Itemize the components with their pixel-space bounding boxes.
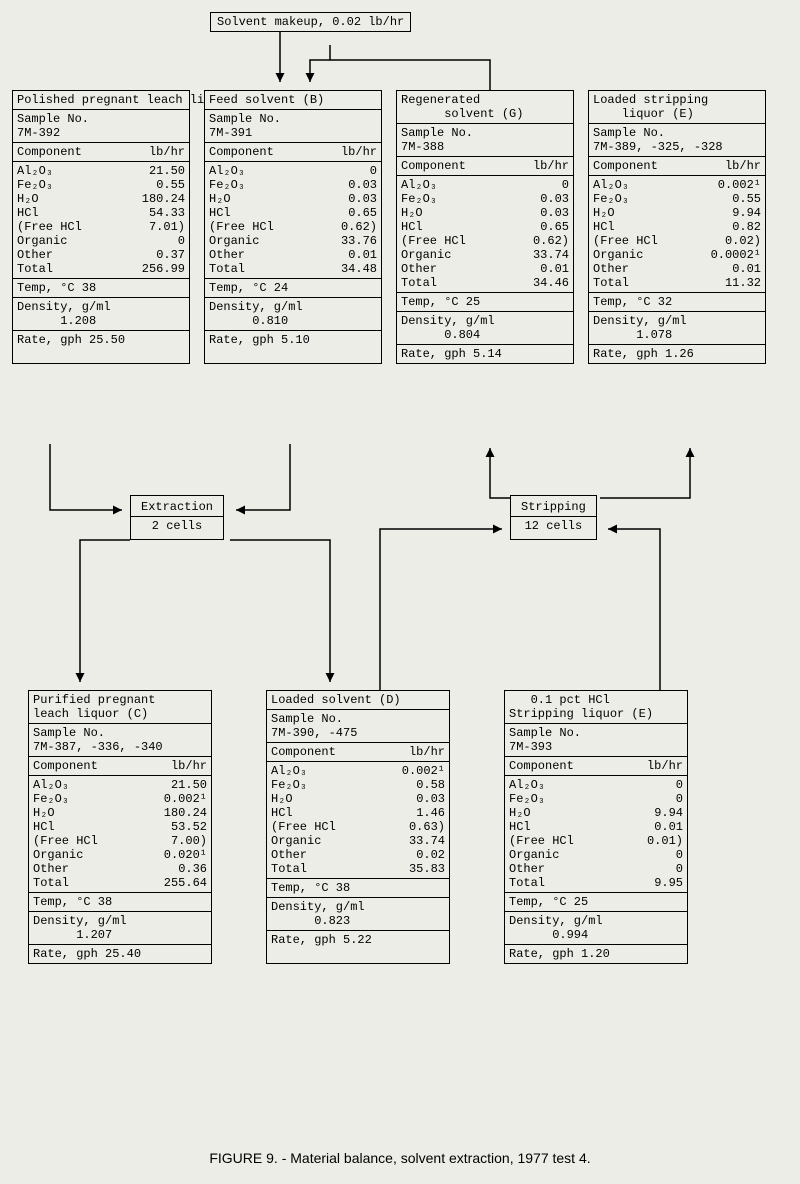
component-table: Componentlb/hrAl₂O₃0Fe₂O₃0.03H₂O0.03HCl0… (205, 143, 381, 279)
box-c: Purified pregnant leach liquor (C)Sample… (28, 690, 212, 964)
rate: Rate, gph 5.22 (267, 931, 449, 949)
temp: Temp, °C 38 (13, 279, 189, 298)
sample-no: Sample No. 7M-388 (397, 124, 573, 157)
sample-no: Sample No. 7M-387, -336, -340 (29, 724, 211, 757)
extraction-title: Extraction (141, 500, 213, 514)
stripping-title: Stripping (521, 500, 586, 514)
box-e2: 0.1 pct HCl Stripping liquor (E)Sample N… (504, 690, 688, 964)
sample-no: Sample No. 7M-393 (505, 724, 687, 757)
box-g: Regenerated solvent (G)Sample No. 7M-388… (396, 90, 574, 364)
bottom-row: Purified pregnant leach liquor (C)Sample… (28, 690, 688, 964)
component-table: Componentlb/hrAl₂O₃21.50Fe₂O₃0.55H₂O180.… (13, 143, 189, 279)
density: Density, g/ml 1.208 (13, 298, 189, 331)
top-row: Polished pregnant leach liquor (A)Sample… (12, 90, 766, 364)
box-title: Feed solvent (B) (205, 91, 381, 110)
box-e1: Loaded stripping liquor (E)Sample No. 7M… (588, 90, 766, 364)
temp: Temp, °C 25 (505, 893, 687, 912)
temp: Temp, °C 32 (589, 293, 765, 312)
density: Density, g/ml 0.994 (505, 912, 687, 945)
box-title: 0.1 pct HCl Stripping liquor (E) (505, 691, 687, 724)
rate: Rate, gph 1.20 (505, 945, 687, 963)
box-b: Feed solvent (B)Sample No. 7M-391Compone… (204, 90, 382, 364)
density: Density, g/ml 0.823 (267, 898, 449, 931)
sample-no: Sample No. 7M-391 (205, 110, 381, 143)
temp: Temp, °C 24 (205, 279, 381, 298)
sample-no: Sample No. 7M-392 (13, 110, 189, 143)
temp: Temp, °C 38 (29, 893, 211, 912)
extraction-cells: 2 cells (131, 516, 223, 533)
density: Density, g/ml 1.078 (589, 312, 765, 345)
temp: Temp, °C 25 (397, 293, 573, 312)
sample-no: Sample No. 7M-390, -475 (267, 710, 449, 743)
temp: Temp, °C 38 (267, 879, 449, 898)
density: Density, g/ml 0.810 (205, 298, 381, 331)
component-table: Componentlb/hrAl₂O₃21.50Fe₂O₃0.002¹H₂O18… (29, 757, 211, 893)
density: Density, g/ml 0.804 (397, 312, 573, 345)
component-table: Componentlb/hrAl₂O₃0Fe₂O₃0.03H₂O0.03HCl0… (397, 157, 573, 293)
box-d: Loaded solvent (D)Sample No. 7M-390, -47… (266, 690, 450, 964)
box-title: Loaded solvent (D) (267, 691, 449, 710)
box-title: Polished pregnant leach liquor (A) (13, 91, 189, 110)
stripping-process: Stripping 12 cells (510, 495, 597, 540)
box-title: Purified pregnant leach liquor (C) (29, 691, 211, 724)
component-table: Componentlb/hrAl₂O₃0.002¹Fe₂O₃0.58H₂O0.0… (267, 743, 449, 879)
rate: Rate, gph 5.14 (397, 345, 573, 363)
rate: Rate, gph 25.50 (13, 331, 189, 349)
box-a: Polished pregnant leach liquor (A)Sample… (12, 90, 190, 364)
density: Density, g/ml 1.207 (29, 912, 211, 945)
component-table: Componentlb/hrAl₂O₃0.002¹Fe₂O₃0.55H₂O9.9… (589, 157, 765, 293)
rate: Rate, gph 1.26 (589, 345, 765, 363)
box-title: Loaded stripping liquor (E) (589, 91, 765, 124)
box-title: Regenerated solvent (G) (397, 91, 573, 124)
figure-caption: FIGURE 9. - Material balance, solvent ex… (0, 1150, 800, 1166)
rate: Rate, gph 25.40 (29, 945, 211, 963)
sample-no: Sample No. 7M-389, -325, -328 (589, 124, 765, 157)
stripping-cells: 12 cells (511, 516, 596, 533)
component-table: Componentlb/hrAl₂O₃0Fe₂O₃0H₂O9.94HCl0.01… (505, 757, 687, 893)
rate: Rate, gph 5.10 (205, 331, 381, 349)
solvent-makeup-label: Solvent makeup, 0.02 lb/hr (210, 12, 411, 32)
extraction-process: Extraction 2 cells (130, 495, 224, 540)
